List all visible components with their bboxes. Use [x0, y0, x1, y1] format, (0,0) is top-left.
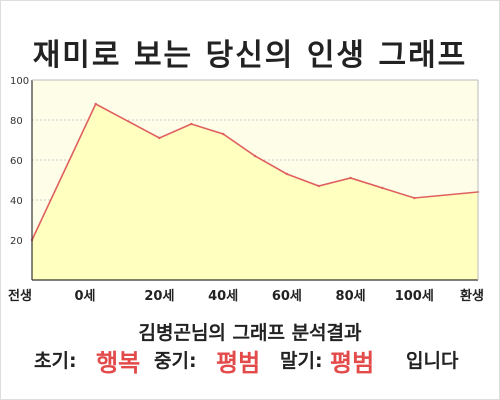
- ending-text: 입니다: [406, 350, 459, 372]
- data-point-2: [158, 136, 161, 140]
- x-tick-label: 40세: [208, 289, 238, 304]
- x-tick-label: 80세: [336, 289, 366, 304]
- data-point-6: [285, 172, 289, 176]
- late-value: 평범: [330, 349, 375, 377]
- x-tick-label: 100세: [395, 289, 434, 304]
- late-label: 말기:: [280, 350, 323, 372]
- analysis-result: 초기: 행복 중기: 평범 말기: 평범 입니다: [0, 346, 500, 382]
- series-line: [31, 102, 479, 241]
- mid-label: 중기:: [154, 350, 197, 372]
- y-tick-label: 100: [10, 76, 29, 87]
- data-point-10: [413, 196, 416, 200]
- mid-value: 평범: [216, 349, 261, 377]
- data-point-8: [349, 176, 352, 180]
- y-tick-label: 60: [10, 156, 23, 167]
- x-tick-label: 60세: [272, 289, 302, 304]
- series-area: [32, 104, 478, 280]
- y-tick-label: 40: [10, 196, 23, 207]
- data-point-3: [190, 122, 193, 126]
- page-title: 재미로 보는 당신의 인생 그래프: [32, 38, 468, 73]
- x-tick-label: 환생: [460, 288, 484, 304]
- x-tick-label: 0세: [74, 289, 95, 304]
- analysis-subtitle: 김병곤님의 그래프 분석결과: [138, 322, 362, 344]
- y-tick-label: 80: [10, 116, 23, 127]
- data-point-1: [94, 102, 97, 106]
- y-tick-label: 20: [10, 236, 23, 247]
- early-label: 초기:: [34, 350, 77, 372]
- x-tick-label: 20세: [144, 289, 174, 304]
- x-tick-label: 전생: [8, 288, 32, 304]
- data-point-7: [317, 184, 320, 188]
- data-point-5: [253, 154, 257, 158]
- data-point-4: [221, 132, 225, 136]
- early-value: 행복: [96, 349, 141, 377]
- data-point-9: [381, 186, 384, 190]
